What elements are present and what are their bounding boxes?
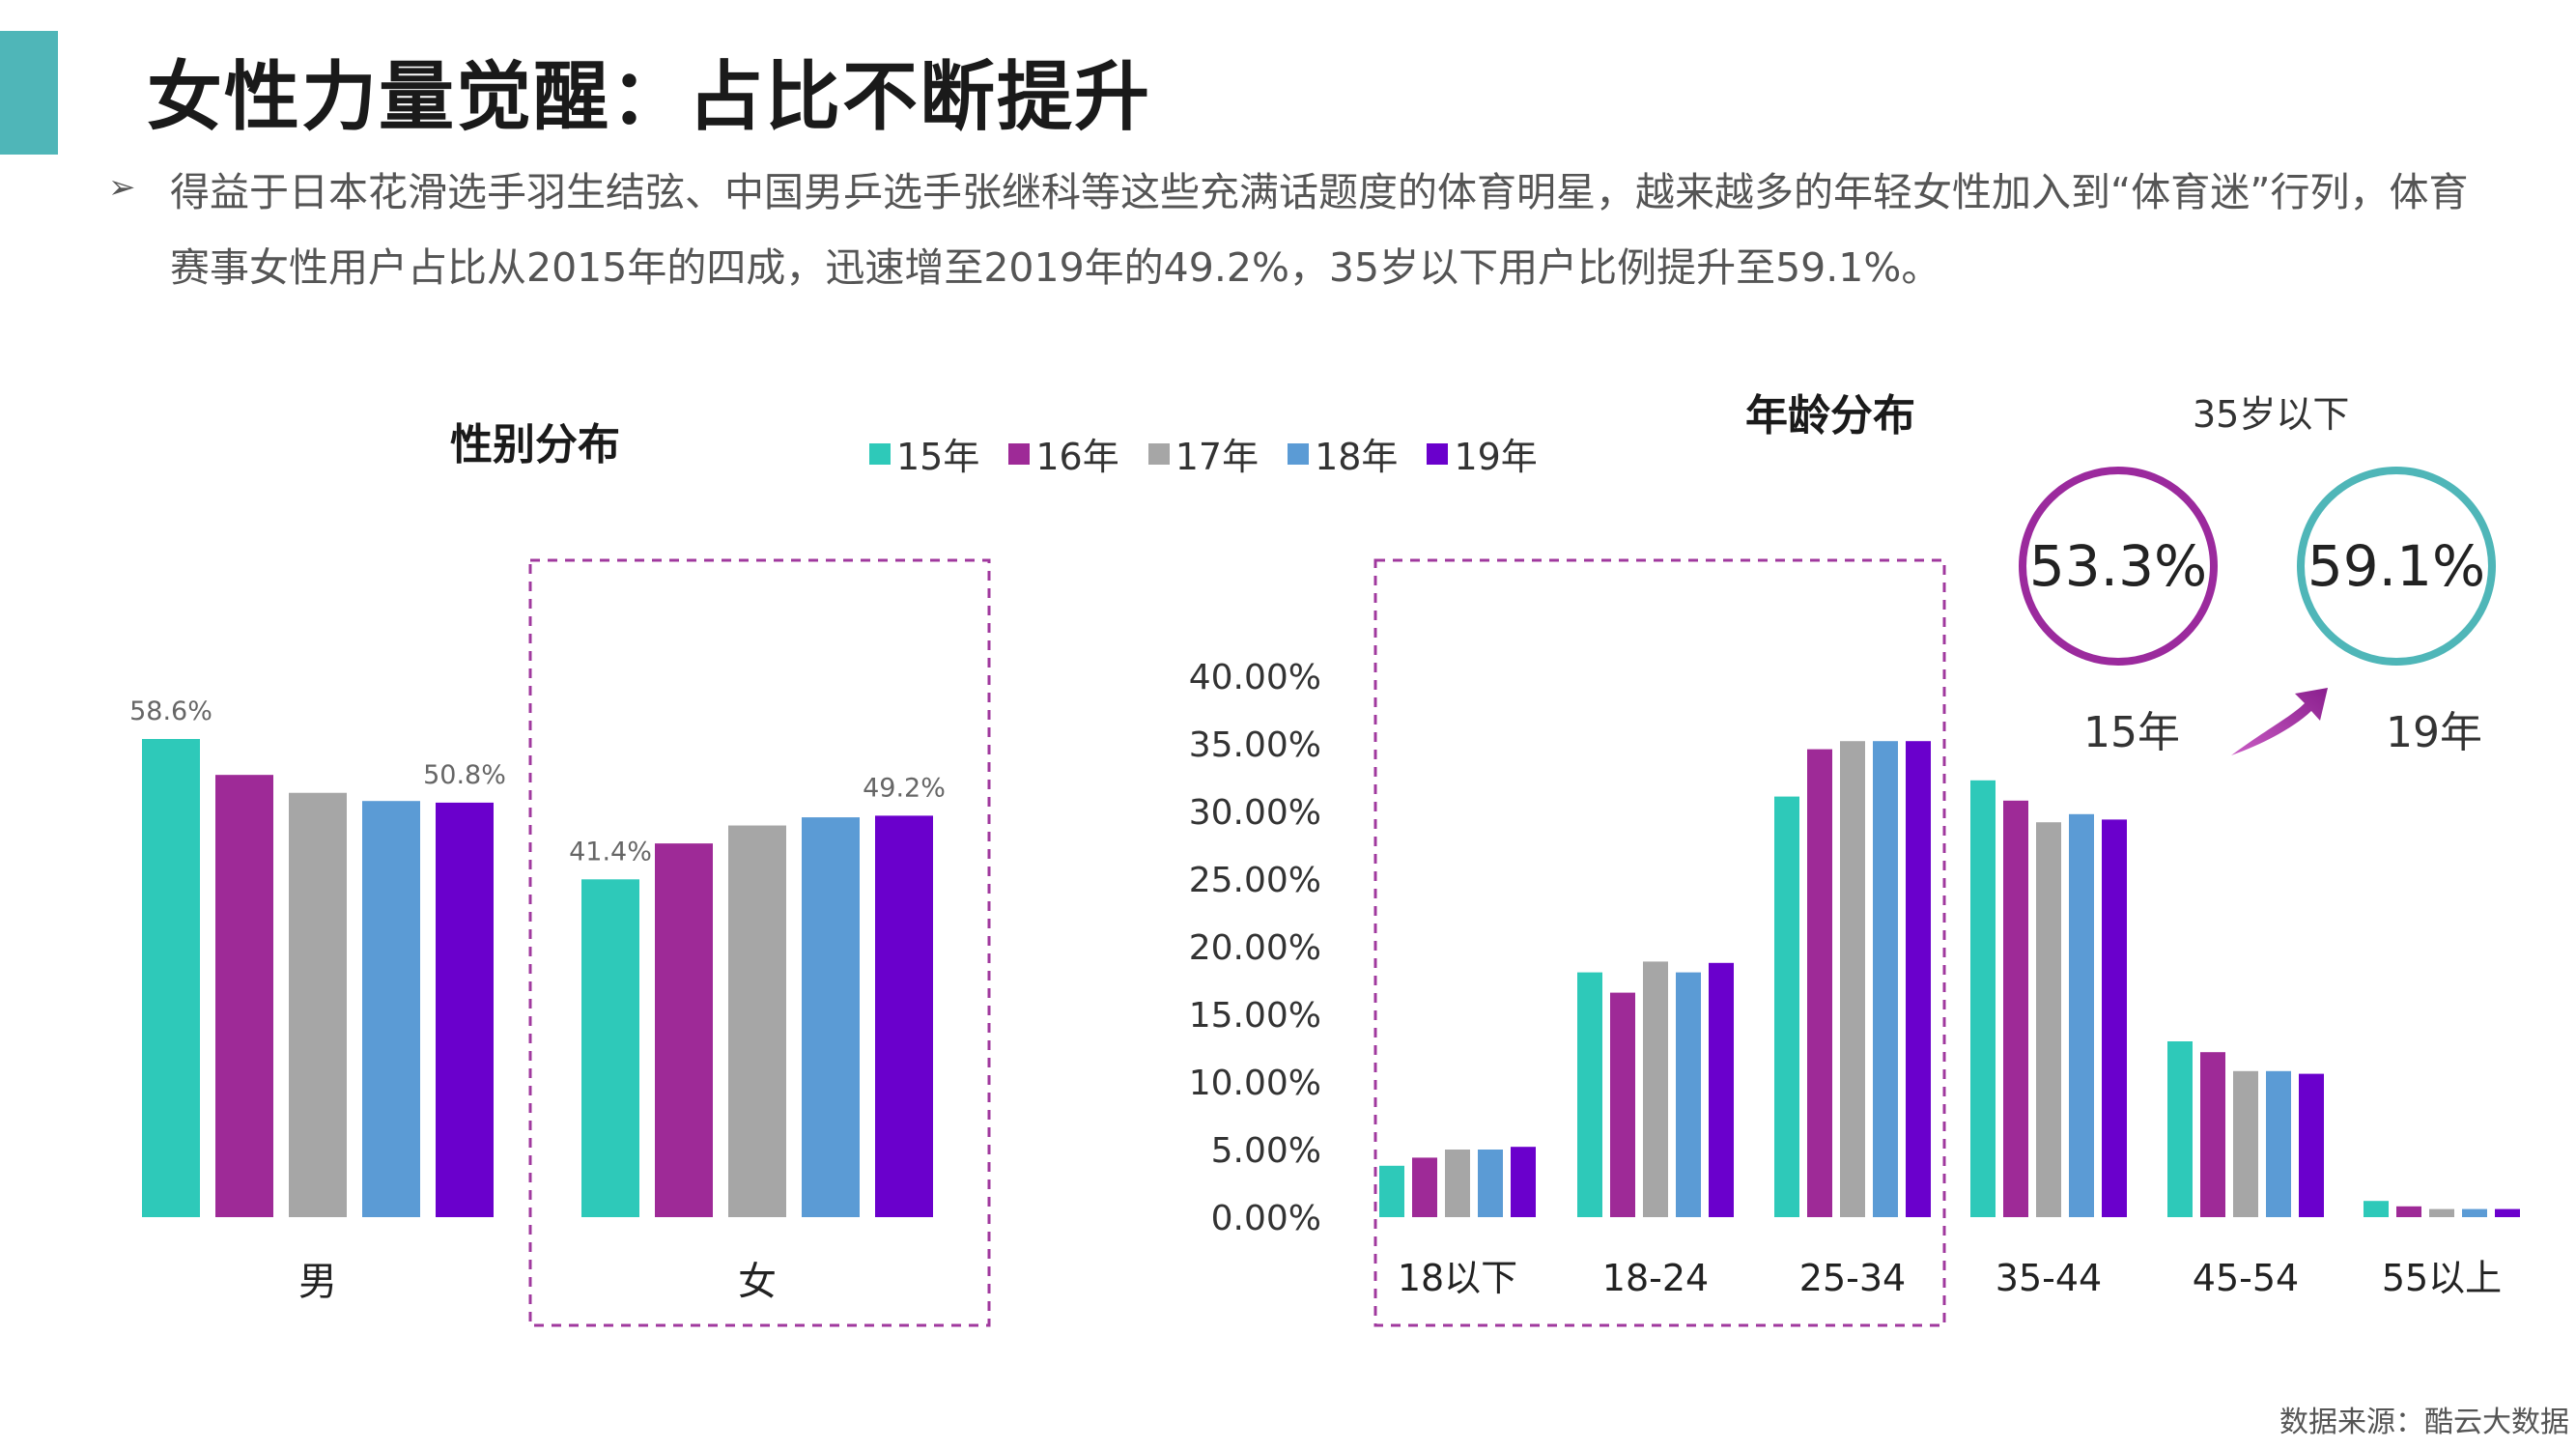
legend-swatch (1147, 442, 1170, 465)
age-bar (2266, 1070, 2291, 1217)
gender-bar (289, 792, 347, 1217)
gender-bar (436, 802, 494, 1217)
age-category-label: 55以上 (2382, 1257, 2502, 1299)
age-category-label: 18以下 (1398, 1257, 1517, 1299)
age-bar (1412, 1157, 1437, 1217)
bullet-arrow-icon: ➢ (108, 168, 136, 207)
age-y-tick-label: 30.00% (1189, 793, 1321, 833)
gender-category-label: 男 (298, 1260, 337, 1304)
age-category-label: 35-44 (1996, 1257, 2102, 1299)
page-title: 女性力量觉醒：占比不断提升 (147, 54, 1152, 141)
age-bar (1676, 972, 1701, 1217)
age-bar (1807, 749, 1832, 1217)
age-bar (1511, 1147, 1536, 1217)
age-bar (2102, 819, 2127, 1217)
intro-paragraph: 得益于日本花滑选手羽生结弦、中国男乒选手张继科等这些充满话题度的体育明星，越来越… (170, 169, 2469, 291)
age-bar (2396, 1206, 2421, 1217)
age-y-axis: 0.00% 5.00% 10.00% 15.00% 20.00% 25.00% 30.00%… (1189, 658, 1321, 1238)
age-bar (1774, 796, 1799, 1217)
under35-2019-year: 19年 (2386, 708, 2482, 757)
gender-bar (802, 817, 860, 1217)
legend-swatch (869, 442, 891, 465)
legend-label: 18年 (1315, 436, 1399, 478)
gender-bar (581, 879, 639, 1217)
age-bar (2003, 800, 2028, 1217)
age-highlight-box (1373, 558, 1946, 1327)
gender-data-label: 58.6% (129, 696, 212, 726)
gender-data-label: 49.2% (863, 773, 946, 803)
under35-2015-year: 15年 (2083, 708, 2180, 757)
legend-item: 15年 (869, 427, 979, 480)
under35-2019-value: 59.1% (2307, 533, 2486, 599)
gender-bar (362, 801, 420, 1217)
gender-highlight-box (528, 558, 991, 1327)
age-bar (1643, 961, 1668, 1217)
gender-bar (875, 815, 933, 1217)
title-accent-bar (0, 31, 58, 155)
gender-bar (215, 775, 273, 1217)
legend-label: 16年 (1035, 436, 1119, 478)
gender-bars: 58.6% 50.8% 男 41.4% 49.2% 女 (129, 696, 946, 1304)
age-y-tick-label: 35.00% (1189, 725, 1321, 765)
age-bar (2167, 1041, 2193, 1217)
legend-item: 17年 (1147, 427, 1260, 480)
age-y-tick-label: 0.00% (1211, 1199, 1321, 1238)
age-category-label: 45-54 (2193, 1257, 2299, 1299)
legend-label: 17年 (1175, 436, 1260, 478)
age-bar (1906, 741, 1931, 1217)
gender-bar (655, 843, 713, 1217)
legend-label: 15年 (896, 436, 980, 478)
chart-legend: 15年 16年 17年 18年 19年 (869, 427, 1538, 480)
legend-swatch (1288, 442, 1310, 465)
age-bar (1970, 780, 1996, 1217)
age-bar (1577, 972, 1602, 1217)
legend-item: 19年 (1427, 427, 1538, 480)
age-bar (2429, 1208, 2454, 1217)
under35-label: 35岁以下 (2193, 393, 2350, 436)
age-category-label: 18-24 (1602, 1257, 1709, 1299)
age-bar (1478, 1150, 1503, 1217)
age-bar (2069, 813, 2094, 1217)
age-y-tick-label: 15.00% (1189, 996, 1321, 1036)
gender-category-label: 女 (738, 1260, 777, 1304)
age-bar (2200, 1052, 2225, 1217)
legend-swatch (1008, 442, 1031, 465)
legend-swatch (1427, 442, 1449, 465)
age-y-tick-label: 25.00% (1189, 861, 1321, 900)
age-bar (1840, 741, 1865, 1217)
age-bar (2233, 1070, 2258, 1217)
gender-data-label: 50.8% (423, 760, 506, 790)
legend-label: 19年 (1454, 436, 1538, 478)
age-bar (1445, 1150, 1470, 1217)
age-y-tick-label: 40.00% (1189, 658, 1321, 697)
age-bar (2462, 1208, 2487, 1217)
trend-up-arrow-icon (2231, 688, 2328, 755)
under35-2019-circle: 59.1% (2297, 467, 2496, 666)
age-bar (1709, 962, 1734, 1217)
gender-data-label: 41.4% (569, 837, 652, 867)
age-chart-title: 年龄分布 (1745, 391, 1915, 440)
legend-item: 18年 (1288, 427, 1398, 480)
legend-item: 16年 (1008, 427, 1119, 480)
gender-bar (142, 739, 200, 1217)
age-bar (2495, 1208, 2520, 1217)
gender-bar (728, 825, 786, 1217)
age-bar (1873, 741, 1898, 1217)
age-y-tick-label: 20.00% (1189, 928, 1321, 968)
under35-2015-circle: 53.3% (2019, 467, 2218, 666)
age-category-label: 25-34 (1799, 1257, 1906, 1299)
age-bar (2299, 1073, 2324, 1217)
age-bar (1379, 1165, 1404, 1217)
under35-2015-value: 53.3% (2028, 533, 2208, 599)
age-bar (1610, 992, 1635, 1217)
gender-chart-title: 性别分布 (450, 420, 620, 469)
age-bar (2364, 1201, 2389, 1217)
age-bar (2036, 822, 2061, 1217)
data-source: 数据来源：酷云大数据 (2279, 1406, 2569, 1439)
age-y-tick-label: 10.00% (1189, 1064, 1321, 1103)
age-bars: 18以下 18-24 25-34 35-44 45-54 55以上 (1379, 741, 2520, 1299)
age-y-tick-label: 5.00% (1211, 1131, 1321, 1171)
